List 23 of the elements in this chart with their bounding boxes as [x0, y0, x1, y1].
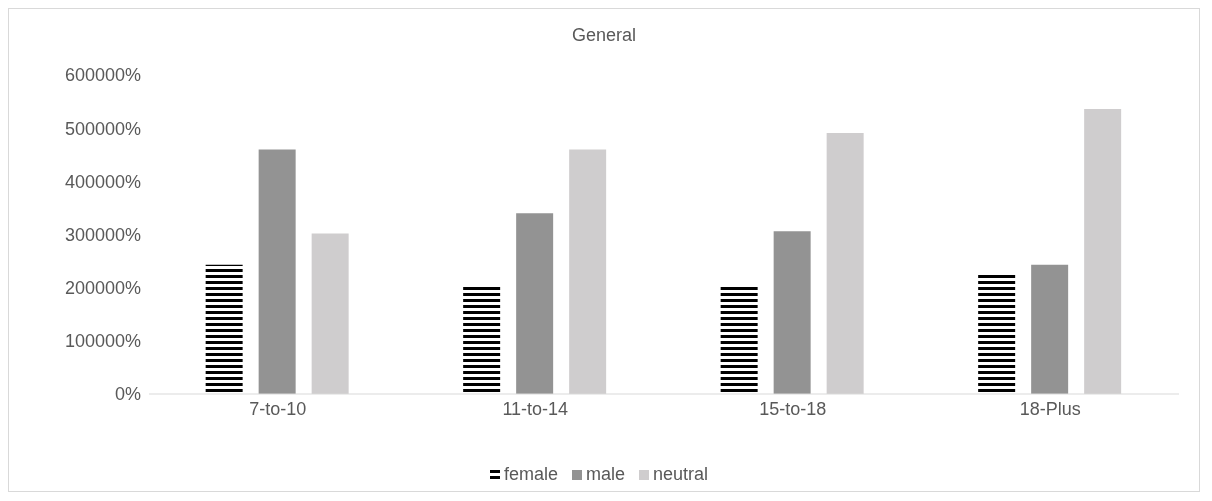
y-tick-label: 0% — [114, 384, 141, 405]
bar — [773, 231, 811, 394]
legend-label: neutral — [652, 464, 709, 485]
bar — [978, 273, 1016, 394]
bar — [463, 285, 501, 394]
chart-title: General — [570, 24, 637, 47]
bar — [516, 213, 554, 394]
legend-label: female — [502, 464, 558, 485]
y-tick-label: 500000% — [64, 118, 141, 139]
y-tick-label: 200000% — [64, 278, 141, 299]
bar — [258, 149, 296, 394]
y-tick-label: 100000% — [64, 331, 141, 352]
legend-label: male — [585, 464, 625, 485]
x-tick-label: 18-Plus — [1019, 398, 1081, 419]
bar — [1031, 264, 1069, 394]
bar — [720, 284, 758, 394]
x-tick-label: 7-to-10 — [249, 398, 307, 419]
y-tick-label: 400000% — [64, 171, 141, 192]
x-tick-label: 11-to-14 — [502, 398, 569, 419]
y-tick-label: 300000% — [64, 224, 141, 245]
bar — [205, 264, 243, 394]
x-tick-label: 15-to-18 — [759, 398, 827, 419]
y-tick-label: 600000% — [64, 65, 141, 86]
